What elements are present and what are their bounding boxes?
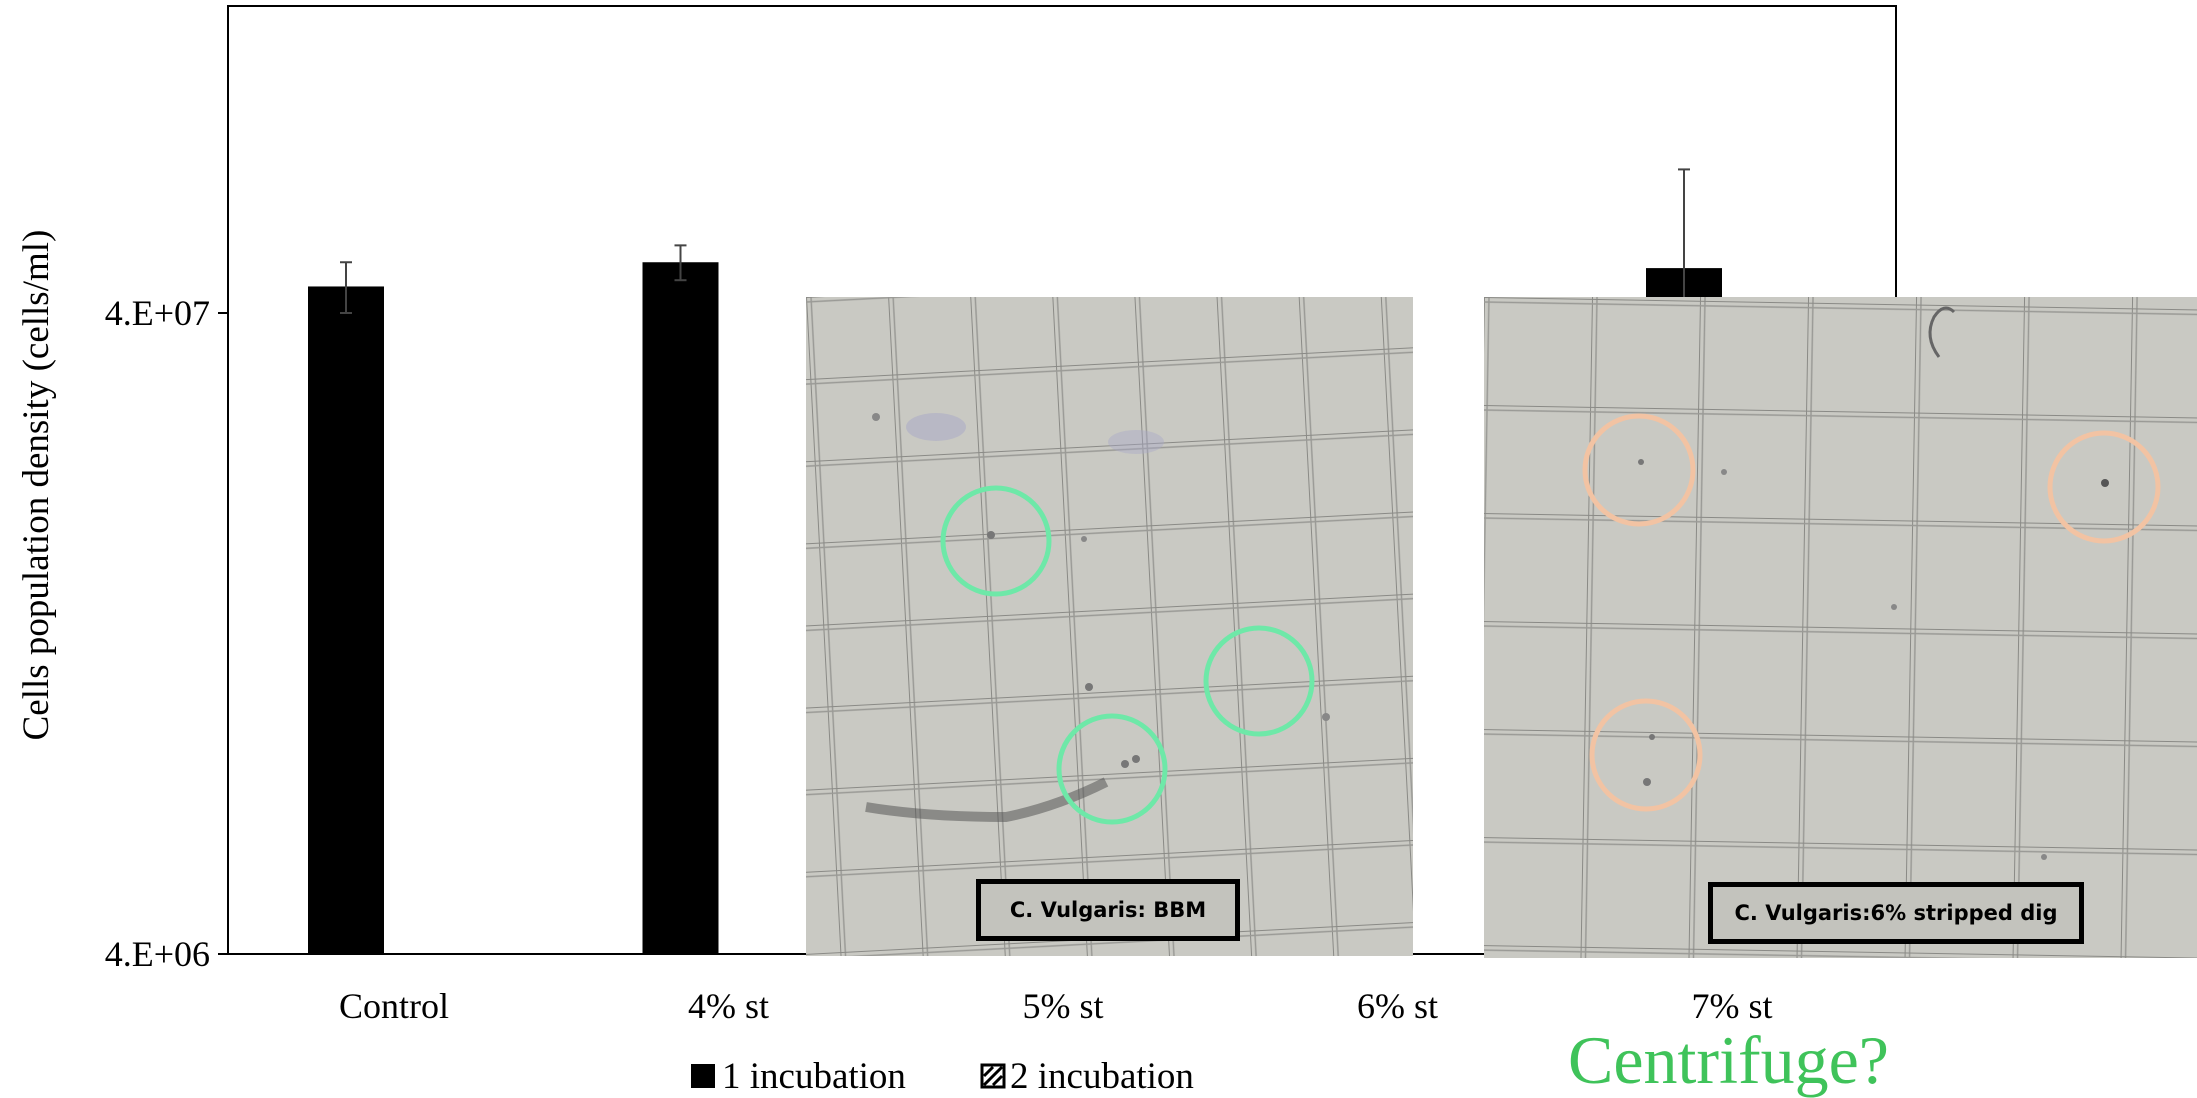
cell-marker-circle: [2047, 430, 2161, 544]
microscope-photo-6pct-stripped-dig: [1484, 297, 2197, 958]
cell-marker-circle: [1203, 625, 1315, 737]
bar: [308, 286, 384, 954]
y-tick-label: 4.E+07: [105, 293, 210, 333]
y-ticks: 4.E+06 4.E+07: [105, 293, 228, 974]
microscope-grid-1: [806, 297, 1413, 956]
legend: 1 incubation 2 incubation: [691, 1056, 1194, 1097]
legend-swatch-1-incubation: [691, 1064, 715, 1088]
legend-swatch-2-incubation: [980, 1063, 1006, 1089]
x-tick-label: Control: [339, 986, 449, 1026]
caption-6pct-stripped-dig: C. Vulgaris:6% stripped dig: [1708, 882, 2084, 944]
x-tick-label: 7% st: [1692, 986, 1773, 1026]
caption-bbm: C. Vulgaris: BBM: [976, 879, 1240, 941]
photo-2-markers: [1582, 413, 2161, 812]
legend-label-2-incubation: 2 incubation: [1010, 1056, 1194, 1097]
photo-1-markers: [940, 485, 1315, 825]
cell-marker-circle: [1589, 698, 1703, 812]
bar: [642, 262, 719, 954]
y-tick-label: 4.E+06: [105, 934, 210, 974]
cell-marker-circle: [1582, 413, 1696, 527]
microscope-photo-bbm: [806, 297, 1413, 956]
x-tick-label: 4% st: [688, 986, 769, 1026]
centrifuge-annotation: Centrifuge?: [1568, 1022, 1889, 1098]
cell-marker-circle: [1056, 713, 1168, 825]
y-axis-label: Cells population density (cells/ml): [16, 230, 57, 741]
x-ticks: Control 4% st 5% st 6% st 7% st: [339, 986, 1773, 1026]
x-tick-label: 5% st: [1023, 986, 1104, 1026]
cell-marker-circle: [940, 485, 1052, 597]
microscope-grid-2: [1484, 297, 2197, 958]
x-tick-label: 6% st: [1357, 986, 1438, 1026]
legend-label-1-incubation: 1 incubation: [722, 1056, 906, 1097]
